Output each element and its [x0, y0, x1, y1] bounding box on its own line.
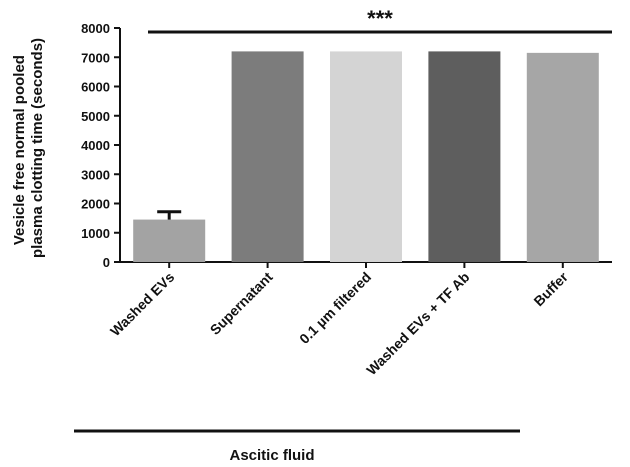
y-tick-label: 8000 [81, 21, 110, 36]
y-tick-label: 0 [103, 255, 110, 270]
bar [526, 52, 599, 262]
y-tick-label: 4000 [81, 138, 110, 153]
y-axis-title: Vesicle free normal pooled plasma clotti… [11, 38, 46, 258]
x-tick-label: Supernatant [207, 269, 276, 338]
bar [330, 51, 402, 263]
x-tick-label: Washed EVs + TF Ab [363, 269, 472, 378]
x-axis-labels: Washed EVs Supernatant 0.1 µm filteredWash… [107, 262, 571, 378]
y-axis-title-line-1: Vesicle free normal pooled [11, 55, 28, 245]
bar [133, 219, 206, 262]
y-tick-label: 7000 [81, 50, 110, 65]
bar [231, 51, 304, 263]
group-label: Ascitic fluid [229, 447, 314, 464]
bars [133, 51, 599, 263]
y-axis-title-line-2: plasma clotting time (seconds) [29, 38, 46, 258]
x-tick-label: Buffer [530, 268, 571, 309]
bar [428, 51, 501, 263]
significance-label: *** [367, 6, 393, 31]
y-tick-label: 5000 [81, 109, 110, 124]
y-tick-label: 2000 [81, 197, 110, 212]
x-tick-label: Washed EVs [107, 269, 178, 340]
y-axis: 0 1000 2000 3000 4000 5000 6000 7000 8000 [81, 21, 612, 270]
y-tick-label: 1000 [81, 226, 110, 241]
y-tick-label: 6000 [81, 80, 110, 95]
x-tick-label: 0.1 µm filtered [296, 269, 374, 347]
y-tick-label: 3000 [81, 167, 110, 182]
